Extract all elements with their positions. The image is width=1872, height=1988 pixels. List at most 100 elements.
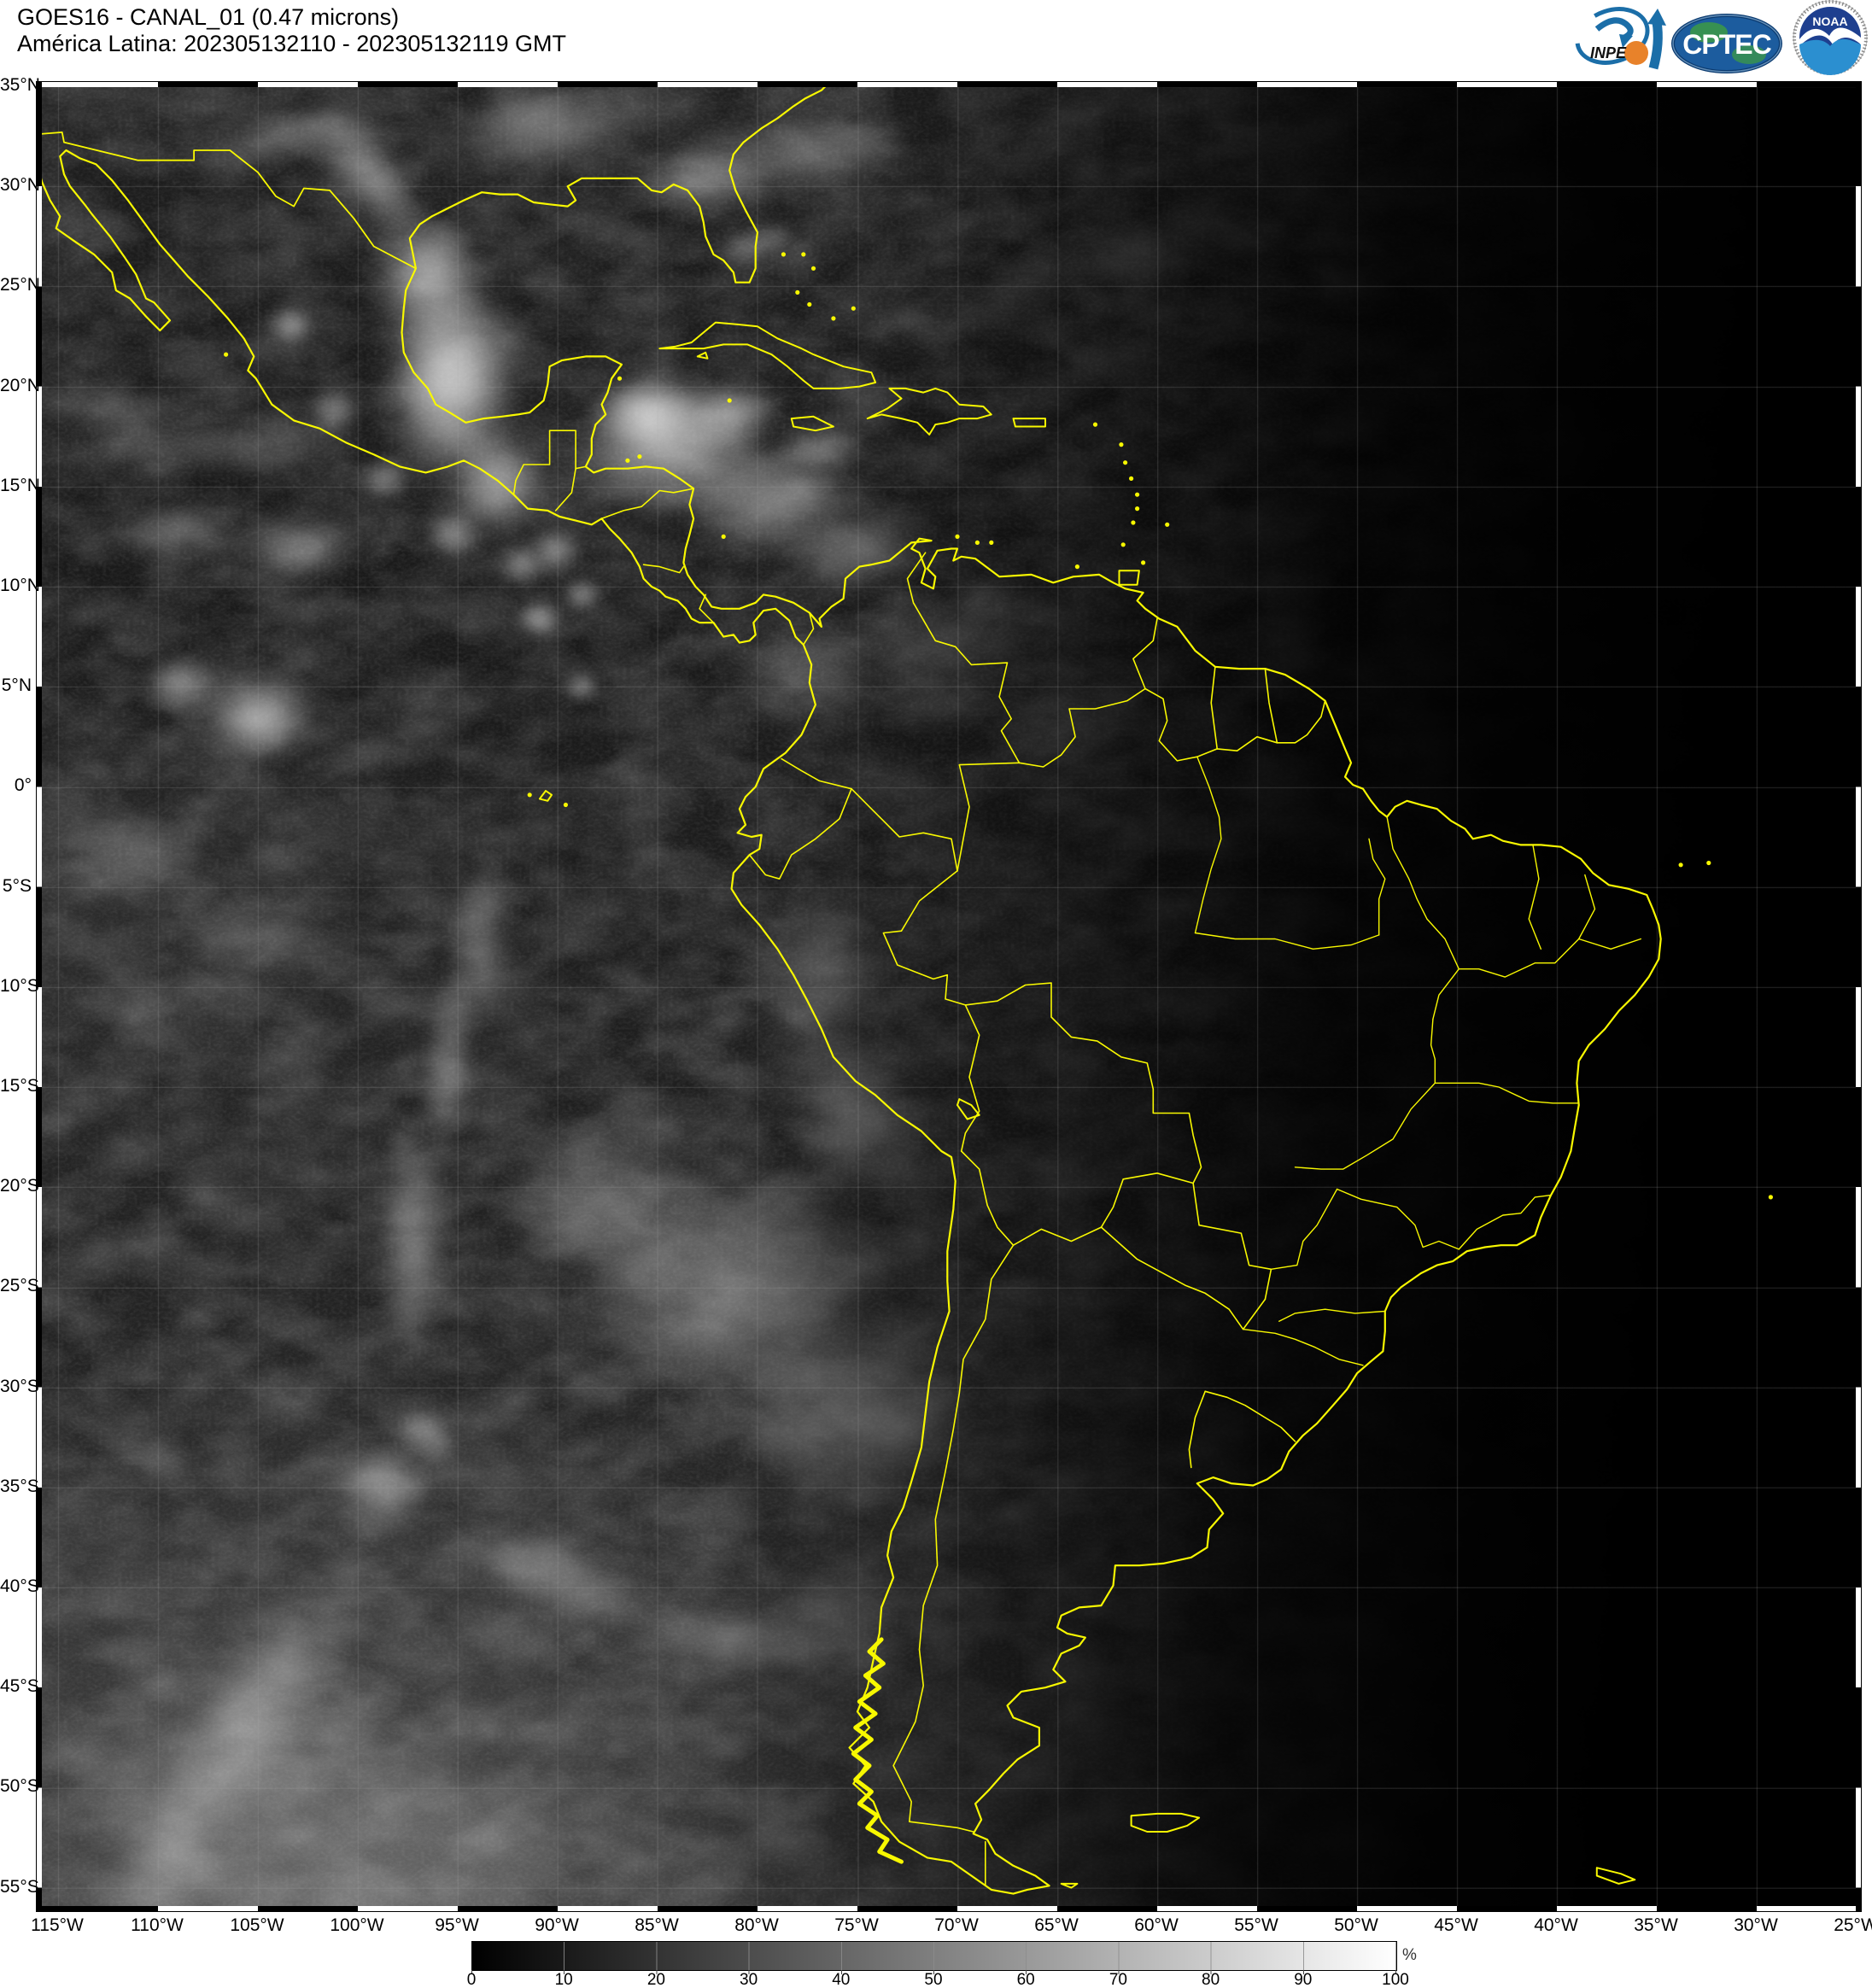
small-island-dot [781,252,787,257]
state-border [1242,1328,1364,1366]
inpe-logo-text: INPE [1590,44,1627,61]
page-title: GOES16 - CANAL_01 (0.47 microns) [17,4,400,30]
inpe-logo: INPE [1571,3,1674,73]
lat-label: 5°N [1,675,32,696]
island-outline [1130,1812,1201,1833]
state-border [1294,1082,1436,1170]
small-island-dot [1706,860,1711,866]
lon-label: 60°W [1134,1915,1179,1935]
colorbar-tick-label: 60 [1016,1971,1035,1988]
small-island-dot [831,316,836,321]
state-border [1270,1188,1338,1270]
small-island-dot [1120,542,1126,547]
country-border [600,488,694,520]
country-border [882,870,967,1006]
country-border [960,1150,1015,1246]
country-border [1018,687,1146,768]
state-border [1368,838,1386,936]
lon-label: 110°W [131,1915,184,1935]
island-outline [1060,1882,1079,1889]
small-island-dot [1092,422,1098,427]
small-island-dot [1123,460,1128,465]
country-border [748,787,852,880]
lon-label: 70°W [934,1915,979,1935]
state-border [1386,816,1460,1020]
island-outline [696,351,709,360]
country-border [1188,1390,1206,1469]
lat-label: 20°N [0,375,40,395]
small-island-dot [989,540,994,546]
country-border [642,564,685,574]
small-island-dot [617,376,623,381]
lon-label: 25°W [1834,1915,1872,1935]
state-border [1578,874,1596,940]
country-border [1204,1390,1296,1442]
island-outline [790,415,834,432]
lat-label: 40°S [0,1576,39,1596]
lat-label: 0° [14,775,32,796]
small-island-dot [224,352,229,357]
small-island-dot [1135,506,1140,512]
lon-label: 30°W [1734,1915,1778,1935]
country-border [892,1244,1015,1833]
colorbar-tick-label: 80 [1202,1971,1220,1988]
lon-label: 85°W [635,1915,679,1935]
lon-label: 75°W [834,1915,879,1935]
small-island-dot [851,306,856,311]
country-border [1132,617,1158,690]
country-border [803,611,815,646]
island-outline [1012,418,1046,428]
colorbar-tick-label: 70 [1109,1971,1127,1988]
colorbar-tick-label: 40 [832,1971,851,1988]
lat-label: 30°S [0,1376,39,1396]
small-island-dot [1135,492,1140,497]
small-island-dot [727,398,732,403]
lat-label: 55°S [0,1876,39,1897]
lon-label: 55°W [1234,1915,1278,1935]
country-border [554,467,576,512]
lat-label: 35°S [0,1476,39,1496]
small-island-dot [810,266,816,271]
lon-label: 105°W [230,1915,284,1935]
lat-label: 25°S [0,1276,39,1296]
small-island-dot [801,252,806,257]
country-border [699,593,715,623]
frame-ticks-right [1856,82,1861,1911]
coastline-borders-overlay [37,82,1773,1895]
satellite-map [36,81,1862,1912]
small-island-dot [1678,862,1683,868]
colorbar-tick-label: 100 [1382,1971,1409,1988]
us-mexico-border [37,132,417,270]
small-island-dot [1119,442,1124,447]
small-island-dot [955,534,960,540]
lat-label: 5°S [2,875,32,896]
lat-label: 15°S [0,1076,39,1096]
colorbar-tick-label: 0 [466,1971,477,1988]
small-island-dot [563,802,569,808]
frame-ticks-bottom [37,1906,1861,1911]
state-border [1578,938,1641,950]
small-island-dot [1768,1195,1773,1200]
lon-label: 50°W [1334,1915,1378,1935]
small-island-dot [527,792,532,798]
frame-ticks-top [37,82,1861,87]
lon-label: 90°W [535,1915,579,1935]
cptec-logo-text: CPTEC [1682,29,1771,60]
colorbar-tick-label: 10 [554,1971,573,1988]
island-outline [658,321,877,389]
lon-label: 65°W [1034,1915,1079,1935]
small-island-dot [807,301,812,307]
state-border [1430,1018,1436,1084]
lon-label: 100°W [330,1915,384,1935]
lat-label: 10°N [0,576,40,595]
lat-label: 10°S [0,975,39,996]
island-outline [538,790,553,802]
colorbar-ticks [471,1970,1397,1974]
small-island-dot [721,534,726,540]
state-border [1278,1308,1386,1322]
country-border [906,552,1021,764]
chilean-fjords [851,1637,904,1864]
colorbar-tick-label: 30 [740,1971,758,1988]
night-terminator-shading [37,82,1861,1911]
colorbar-tick-label: 90 [1294,1971,1313,1988]
